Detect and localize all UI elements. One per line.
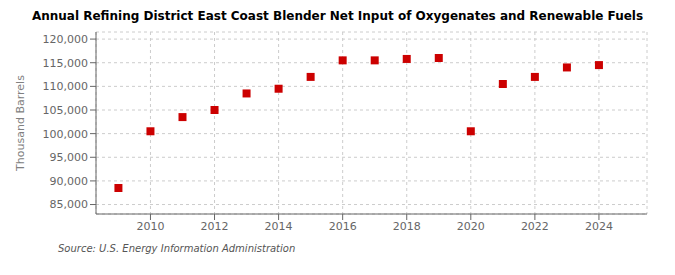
html-text:Source: U.S. Energy Informatio: Source: U.S. Energy Information Administ… bbox=[58, 243, 296, 254]
svg-text:120,000: 120,000 bbox=[43, 33, 89, 46]
svg-text:95,000: 95,000 bbox=[50, 151, 89, 164]
svg-text:2010: 2010 bbox=[136, 220, 164, 233]
svg-text:2014: 2014 bbox=[265, 220, 293, 233]
svg-text:2012: 2012 bbox=[201, 220, 229, 233]
svg-text:Thousand Barrels: Thousand Barrels bbox=[14, 75, 27, 172]
html-text:Annual Refining District East: Annual Refining District East Coast Blen… bbox=[31, 9, 644, 23]
svg-text:2022: 2022 bbox=[521, 220, 549, 233]
svg-text:115,000: 115,000 bbox=[43, 57, 89, 70]
svg-text:2024: 2024 bbox=[585, 220, 613, 233]
svg-text:110,000: 110,000 bbox=[43, 80, 89, 93]
svg-text:85,000: 85,000 bbox=[50, 198, 89, 211]
svg-text:90,000: 90,000 bbox=[50, 175, 89, 188]
svg-text:2018: 2018 bbox=[393, 220, 421, 233]
svg-text:2020: 2020 bbox=[457, 220, 485, 233]
svg-text:105,000: 105,000 bbox=[43, 104, 89, 117]
svg-text:100,000: 100,000 bbox=[43, 128, 89, 141]
svg-text:2016: 2016 bbox=[329, 220, 357, 233]
